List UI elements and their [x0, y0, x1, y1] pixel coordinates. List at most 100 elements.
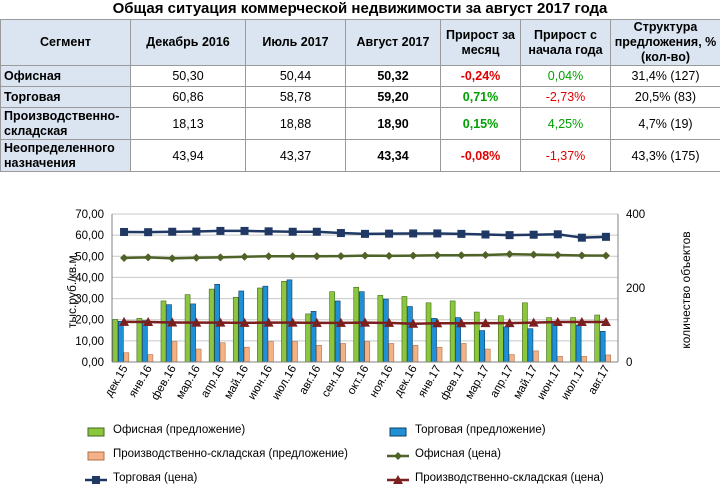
ytd-cell: 0,04% — [520, 65, 611, 87]
bar — [112, 319, 119, 363]
bar — [401, 296, 408, 363]
summary-table: Сегмент Декабрь 2016 Июль 2017 Август 20… — [0, 19, 720, 172]
bar — [425, 302, 432, 363]
segment-cell: Офисная — [0, 65, 131, 87]
bar — [292, 341, 298, 363]
legend-swatch-line — [387, 475, 409, 484]
segment-cell: Неопределенного назначения — [0, 139, 131, 172]
line-point — [529, 250, 538, 259]
bar — [208, 288, 215, 363]
bar — [605, 354, 612, 363]
legend-label: Торговая (цена) — [113, 472, 198, 484]
dec2016-cell: 60,86 — [130, 86, 246, 108]
bar — [449, 300, 456, 363]
line-point — [311, 317, 322, 327]
line-point — [192, 253, 201, 262]
line-point — [457, 229, 466, 238]
bar — [377, 295, 384, 363]
line-point — [505, 250, 514, 259]
header-dec2016: Декабрь 2016 — [130, 19, 246, 66]
line-point — [577, 233, 586, 242]
bar — [358, 291, 365, 363]
jul2017-cell: 58,78 — [245, 86, 346, 108]
bar — [243, 346, 250, 363]
bar — [195, 348, 202, 363]
line-point — [409, 251, 418, 260]
header-mom: Прирост за месяц — [440, 19, 521, 66]
bar — [473, 311, 480, 363]
y-right-tick-label: 400 — [626, 209, 645, 221]
price-supply-chart: 0,00 10,00 20,00 30,00 40,00 50,00 60,00 70,00 0… — [65, 209, 693, 402]
line-point — [385, 251, 394, 260]
line-point — [144, 253, 153, 262]
bar — [412, 345, 419, 363]
bar — [581, 356, 587, 363]
table-row: Офисная 50,30 50,44 50,32 -0,24% 0,04% 3… — [0, 65, 720, 87]
dec2016-cell: 18,13 — [130, 107, 246, 140]
y-axis-right-label: количество объектов — [679, 231, 693, 348]
bar — [509, 354, 515, 363]
mom-cell: 0,15% — [440, 107, 521, 140]
bar — [147, 354, 154, 363]
chart-lines — [119, 226, 611, 328]
line-point — [481, 251, 490, 260]
bar — [136, 318, 143, 363]
bar — [166, 304, 172, 363]
bar — [219, 342, 226, 363]
header-jul2017: Июль 2017 — [245, 19, 346, 66]
x-tick-label: ноя.16 — [368, 364, 396, 400]
line-point — [239, 317, 250, 327]
ytd-cell: -1,37% — [520, 139, 611, 172]
chart-bars — [112, 279, 612, 363]
line-point — [312, 252, 321, 261]
bar — [557, 356, 563, 363]
bar — [546, 317, 552, 363]
line-point — [336, 252, 345, 261]
bar — [551, 321, 558, 363]
line-point — [456, 318, 467, 328]
jul2017-cell: 43,37 — [245, 139, 346, 172]
line-point — [144, 228, 153, 237]
legend-label: Офисная (предложение) — [113, 424, 246, 436]
y-left-tick-label: 0,00 — [82, 357, 104, 369]
mom-cell: -0,24% — [440, 65, 521, 87]
bar — [479, 330, 486, 363]
line-point — [504, 318, 515, 328]
aug2017-cell: 50,32 — [345, 65, 441, 87]
structure-cell: 4,7% (19) — [610, 107, 720, 140]
bar — [117, 321, 124, 363]
line-point — [385, 229, 394, 238]
line-point — [288, 252, 297, 261]
line-point — [505, 231, 514, 240]
bar — [329, 291, 335, 363]
line-point — [335, 317, 346, 327]
line-point — [119, 316, 130, 326]
bar — [407, 306, 413, 363]
line-point — [168, 254, 177, 263]
bar — [334, 300, 341, 363]
bar — [316, 345, 322, 363]
bar — [310, 311, 317, 363]
bar — [436, 346, 443, 363]
aug2017-cell: 59,20 — [345, 86, 441, 108]
legend-swatch-line — [387, 452, 409, 460]
x-tick-label: авг.17 — [587, 364, 613, 397]
y-left-tick-label: 70,00 — [75, 209, 104, 221]
legend-label: Офисная (цена) — [415, 448, 502, 460]
y-left-tick-label: 30,00 — [75, 294, 104, 306]
line-point — [191, 317, 202, 327]
bar — [353, 286, 360, 363]
y-left-tick-label: 40,00 — [75, 272, 104, 284]
y-left-tick-label: 50,00 — [75, 251, 104, 263]
jul2017-cell: 18,88 — [245, 107, 346, 140]
legend-swatch-bar — [87, 427, 105, 437]
line-point — [216, 226, 225, 235]
legend-swatch-bar — [389, 427, 407, 437]
segment-cell: Производственно-складская — [0, 107, 131, 140]
line-point — [120, 253, 129, 262]
line-point — [361, 251, 369, 260]
ytd-cell: -2,73% — [520, 86, 611, 108]
header-ytd: Прирост с начала года — [520, 19, 611, 66]
line-point — [528, 317, 539, 327]
